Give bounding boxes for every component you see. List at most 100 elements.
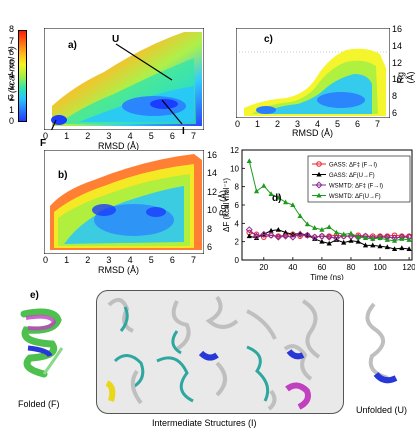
annotation-u: U xyxy=(112,34,120,45)
data-point xyxy=(332,234,340,242)
data-point xyxy=(341,239,347,245)
panel-c-letter: c) xyxy=(264,34,273,45)
intermediate-structures xyxy=(105,295,321,411)
colorbar-tick: 2 xyxy=(9,93,15,103)
legend-marker xyxy=(315,181,323,189)
x-tick-label: 120 xyxy=(402,263,415,272)
panel-b-ytick: 6 xyxy=(207,242,213,252)
data-point xyxy=(362,235,369,240)
panel-b-letter: b) xyxy=(58,170,68,181)
panel-d-chart: 0 2 4 6 8 10 12 20 40 60 80 100 120 Time (ns) ΔF (kcal… xyxy=(222,146,415,280)
data-point xyxy=(261,182,267,188)
folded-structure xyxy=(20,308,64,378)
panel-c-ytick: 6 xyxy=(392,108,398,118)
colorbar-tick: 8 xyxy=(9,24,15,34)
data-point xyxy=(275,194,281,200)
panel-b-xtick: 2 xyxy=(85,255,91,265)
data-point xyxy=(312,236,318,241)
colorbar-tick: 7 xyxy=(9,35,15,46)
data-point xyxy=(341,231,347,237)
colorbar-tick: 4 xyxy=(9,70,15,80)
panel-a-xtick: 7 xyxy=(191,131,197,141)
data-point xyxy=(304,221,310,227)
panel-a-xlabel: RMSD (Å) xyxy=(98,141,139,151)
intermediate-structures-box xyxy=(96,290,344,414)
data-point xyxy=(377,235,383,240)
data-point xyxy=(260,230,268,238)
x-tick-label: 60 xyxy=(317,263,326,272)
colorbar xyxy=(18,30,27,122)
y-tick-label: 10 xyxy=(230,164,239,173)
data-point xyxy=(333,237,340,242)
panel-c-xtick: 2 xyxy=(275,119,281,129)
data-point xyxy=(282,199,289,205)
x-axis-label: Time (ns) xyxy=(310,273,344,280)
panel-b-ytick: 12 xyxy=(207,186,218,197)
panel-c-ytick: 10 xyxy=(392,74,403,85)
data-point xyxy=(333,229,340,235)
panel-d-letter: d) xyxy=(272,193,282,204)
data-point xyxy=(296,230,304,238)
data-point xyxy=(370,236,376,241)
data-point xyxy=(312,225,318,230)
x-tick-label: 80 xyxy=(347,263,356,272)
x-tick-label: 20 xyxy=(259,263,268,272)
colorbar-gradient xyxy=(18,30,27,122)
data-point xyxy=(325,233,333,241)
panel-b-xtick: 7 xyxy=(191,255,197,265)
data-point xyxy=(282,229,289,235)
panel-c-ylabel: Rg (Å) xyxy=(395,71,415,84)
data-point xyxy=(384,244,390,250)
y-tick-label: 0 xyxy=(235,256,240,265)
panel-b-xtick: 4 xyxy=(127,255,133,265)
colorbar-tick: 1 xyxy=(9,104,15,115)
data-point xyxy=(275,226,281,232)
data-point xyxy=(355,238,361,244)
data-point xyxy=(318,232,326,240)
data-point xyxy=(326,240,332,246)
panel-b-ytick: 10 xyxy=(207,205,218,216)
data-point xyxy=(399,236,405,241)
data-point xyxy=(267,231,275,239)
unfolded-structure xyxy=(365,302,398,384)
colorbar-label: F (kcal mol⁻¹) xyxy=(6,46,17,101)
data-point xyxy=(289,233,297,241)
panel-c-xlabel: RMSD (Å) xyxy=(292,128,333,138)
panel-c-ytick: 12 xyxy=(392,57,403,68)
panel-b-xtick: 1 xyxy=(64,255,70,265)
x-tick-label: 100 xyxy=(373,263,387,272)
data-point xyxy=(311,233,319,241)
panel-a-xtick: 4 xyxy=(127,131,133,141)
data-point xyxy=(384,237,390,242)
data-point xyxy=(268,191,274,196)
legend-label: GASS: ΔF(U→F) xyxy=(329,173,375,179)
data-point xyxy=(406,246,412,251)
panel-b-xtick: 3 xyxy=(106,255,112,265)
panel-c-xtick: 0 xyxy=(235,119,241,129)
data-point xyxy=(355,234,361,240)
panel-c-plot xyxy=(236,28,390,118)
panel-b-plot xyxy=(44,150,204,254)
panel-c-ytick: 8 xyxy=(392,91,398,102)
panel-a-xtick: 5 xyxy=(148,131,154,141)
intermediate-label: Intermediate Structures (I) xyxy=(152,418,257,428)
panel-c-xtick: 5 xyxy=(335,119,341,129)
panel-b-xlabel: RMSD (Å) xyxy=(98,265,139,275)
data-point xyxy=(362,242,369,248)
data-point xyxy=(268,227,274,233)
panel-a-xtick: 3 xyxy=(106,131,112,141)
data-point xyxy=(253,188,260,194)
legend-label: GASS: ΔF‡ (F→I) xyxy=(329,163,377,169)
panel-a-xtick: 6 xyxy=(169,131,175,141)
legend-label: WSMTD: ΔF‡ (F→I) xyxy=(329,184,383,190)
data-point xyxy=(370,242,376,248)
data-point xyxy=(377,243,383,249)
colorbar-tick: 6 xyxy=(9,47,15,57)
colorbar-tick: 0 xyxy=(9,116,15,126)
panel-b-ytick: 14 xyxy=(207,168,218,179)
data-point xyxy=(406,237,412,242)
data-point xyxy=(246,233,252,239)
panel-c-xtick: 3 xyxy=(295,119,301,129)
legend-label: WSMTD: ΔF(U→F) xyxy=(329,194,381,200)
y-tick-label: 12 xyxy=(230,146,239,155)
